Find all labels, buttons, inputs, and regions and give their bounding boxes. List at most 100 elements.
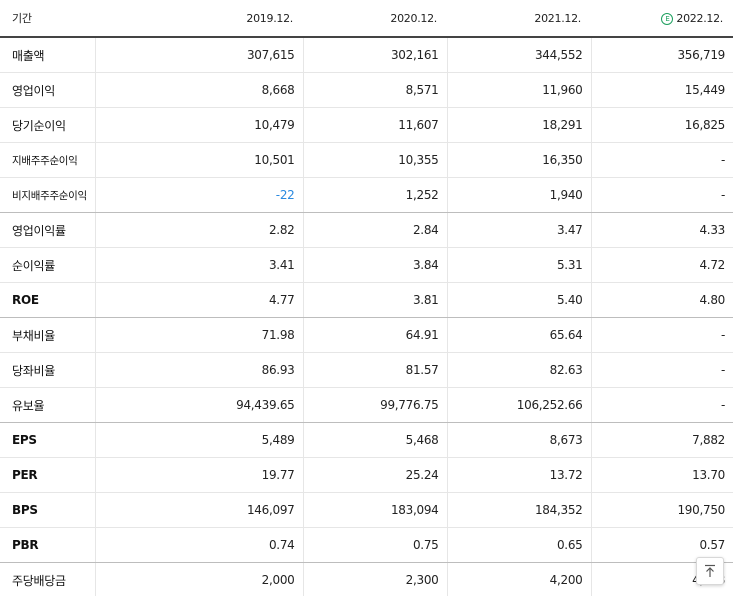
row-label: 순이익률 [0, 247, 95, 283]
cell-2020: 1,252 [302, 177, 447, 213]
row-label: 주당배당금 [0, 562, 95, 596]
cell-2019: 94,439.65 [94, 387, 303, 423]
table-row: 영업이익 8,668 8,571 11,960 15,449 [0, 72, 733, 108]
cell-2020: 302,161 [302, 37, 447, 73]
cell-2022: 4.33 [590, 212, 733, 248]
row-label: EPS [0, 422, 95, 458]
cell-2022: 4.80 [590, 282, 733, 318]
cell-2019: 86.93 [94, 352, 303, 388]
cell-2019: 3.41 [94, 247, 303, 283]
cell-2022: - [590, 142, 733, 178]
column-header-2022-label: 2022.12. [676, 11, 723, 25]
cell-2021: 11,960 [446, 72, 591, 108]
cell-2021: 13.72 [446, 457, 591, 493]
cell-2021: 344,552 [446, 37, 591, 73]
cell-2020: 0.75 [302, 527, 447, 563]
column-header-2019: 2019.12. [95, 0, 303, 38]
row-label: 영업이익률 [0, 212, 95, 248]
cell-2022: - [590, 387, 733, 423]
cell-2021: 82.63 [446, 352, 591, 388]
cell-2022: 190,750 [590, 492, 733, 528]
row-label: 영업이익 [0, 72, 95, 108]
period-header: 기간 [0, 0, 95, 38]
table-row: 부채비율 71.98 64.91 65.64- [0, 317, 733, 353]
row-label: BPS [0, 492, 95, 528]
table-row: 영업이익률 2.82 2.84 3.47 4.33 [0, 212, 733, 248]
cell-2021: 65.64 [446, 317, 591, 353]
cell-2019: 10,479 [94, 107, 303, 143]
cell-2021: 106,252.66 [446, 387, 591, 423]
table-row: PBR 0.74 0.75 0.65 0.57 [0, 527, 733, 563]
cell-2019: 146,097 [94, 492, 303, 528]
cell-2022: 4.72 [590, 247, 733, 283]
cell-2019: -22 [94, 177, 303, 213]
cell-2019: 4.77 [94, 282, 303, 318]
cell-2019: 2,000 [94, 562, 303, 596]
estimate-icon: E [661, 12, 674, 25]
column-header-2020: 2020.12. [303, 0, 447, 38]
cell-2021: 18,291 [446, 107, 591, 143]
column-header-2021: 2021.12. [447, 0, 591, 38]
cell-2021: 8,673 [446, 422, 591, 458]
cell-2021: 5.31 [446, 247, 591, 283]
cell-2020: 99,776.75 [302, 387, 447, 423]
cell-2019: 8,668 [94, 72, 303, 108]
cell-2020: 3.84 [302, 247, 447, 283]
table-row: 매출액 307,615 302,161 344,552 356,719 [0, 37, 733, 73]
table-row: EPS 5,489 5,468 8,673 7,882 [0, 422, 733, 458]
row-label: ROE [0, 282, 95, 318]
row-label: 지배주주순이익 [0, 142, 95, 178]
cell-2021: 4,200 [446, 562, 591, 596]
cell-2022: 15,449 [590, 72, 733, 108]
table-body: 매출액 307,615 302,161 344,552 356,719 영업이익 8,668… [0, 37, 733, 596]
table-row: 순이익률 3.41 3.84 5.31 4.72 [0, 247, 733, 283]
cell-2021: 0.65 [446, 527, 591, 563]
cell-2020: 5,468 [302, 422, 447, 458]
cell-2019: 5,489 [94, 422, 303, 458]
table-row: 당기순이익 10,479 11,607 18,291 16,825 [0, 107, 733, 143]
cell-2021: 16,350 [446, 142, 591, 178]
cell-2020: 11,607 [302, 107, 447, 143]
arrow-up-to-top-icon [705, 564, 715, 577]
cell-2021: 184,352 [446, 492, 591, 528]
cell-2019: 0.74 [94, 527, 303, 563]
row-label: 유보율 [0, 387, 95, 423]
row-label: 매출액 [0, 37, 95, 73]
cell-2019: 2.82 [94, 212, 303, 248]
cell-2021: 5.40 [446, 282, 591, 318]
row-label: 부채비율 [0, 317, 95, 353]
cell-2022: - [590, 352, 733, 388]
cell-2022: - [590, 177, 733, 213]
cell-2019: 71.98 [94, 317, 303, 353]
row-label: PER [0, 457, 95, 493]
cell-2021: 3.47 [446, 212, 591, 248]
table-row: 당좌비율 86.93 81.57 82.63- [0, 352, 733, 388]
cell-2022: 356,719 [590, 37, 733, 73]
row-label: 당기순이익 [0, 107, 95, 143]
table-row: 지배주주순이익 10,501 10,355 16,350- [0, 142, 733, 178]
table-row: 비지배주주순이익 -22 1,252 1,940- [0, 177, 733, 213]
table-header: 기간 2019.12. 2020.12. 2021.12. E 2022.12. [0, 0, 733, 38]
scroll-to-top-button[interactable] [696, 557, 724, 585]
cell-2021: 1,940 [446, 177, 591, 213]
cell-2020: 64.91 [302, 317, 447, 353]
cell-2022: 16,825 [590, 107, 733, 143]
table-row: ROE 4.77 3.81 5.40 4.80 [0, 282, 733, 318]
cell-2019: 10,501 [94, 142, 303, 178]
table-row: 유보율 94,439.65 99,776.75 106,252.66- [0, 387, 733, 423]
cell-2020: 10,355 [302, 142, 447, 178]
cell-2022: 7,882 [590, 422, 733, 458]
cell-2020: 2.84 [302, 212, 447, 248]
table-row: BPS 146,097 183,094 184,352 190,750 [0, 492, 733, 528]
row-label: 비지배주주순이익 [0, 177, 95, 213]
cell-2020: 2,300 [302, 562, 447, 596]
cell-2019: 19.77 [94, 457, 303, 493]
cell-2020: 183,094 [302, 492, 447, 528]
column-header-2022: E 2022.12. [591, 0, 733, 38]
cell-2020: 81.57 [302, 352, 447, 388]
cell-2019: 307,615 [94, 37, 303, 73]
cell-2020: 8,571 [302, 72, 447, 108]
